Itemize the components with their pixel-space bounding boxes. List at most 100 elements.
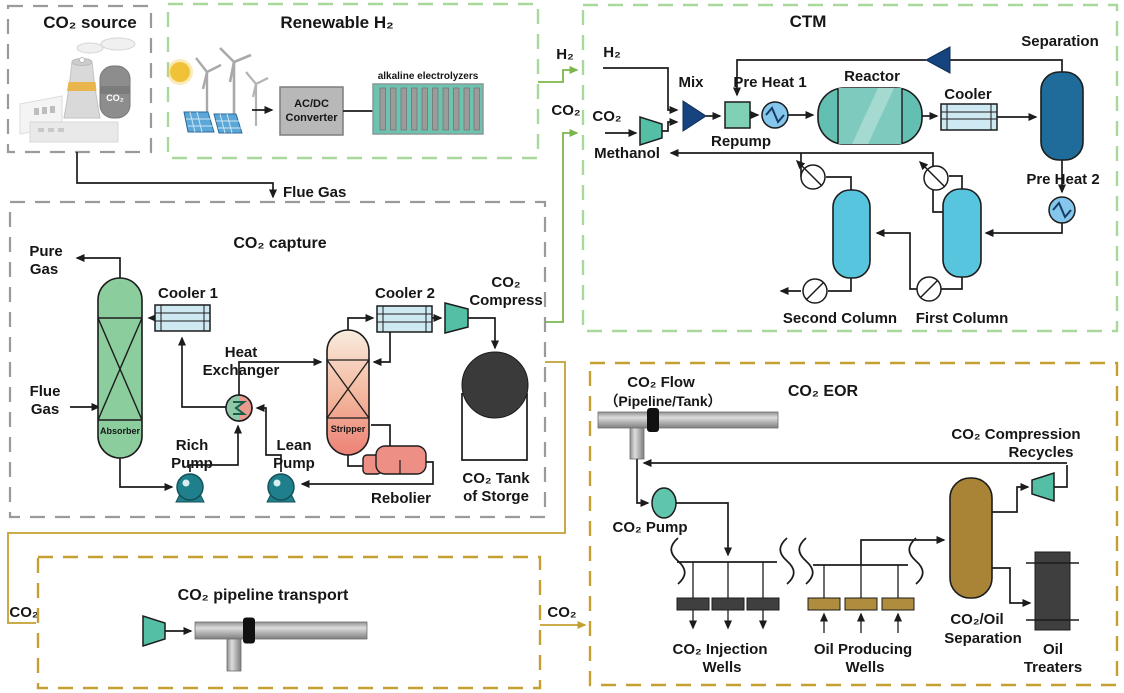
factory-window (50, 106, 55, 113)
factory-window (34, 108, 39, 115)
compression-recycles-label-2: Recycles (1008, 444, 1073, 461)
repump-icon (724, 101, 751, 129)
co2-oil-separation-label-2: Separation (944, 630, 1022, 647)
factory-window (42, 107, 47, 114)
lean-pump-label-1: Lean (276, 437, 311, 454)
co2-compress-label-1: CO₂ (491, 274, 520, 291)
co2-transport-connectors: CO₂ CO₂ (7, 361, 587, 629)
factory-window (38, 128, 44, 132)
ctm-h2-label: H₂ (603, 44, 621, 61)
pipeline-title: CO₂ pipeline transport (178, 587, 349, 604)
renewable-h2-title: Renewable H₂ (280, 13, 393, 32)
second-column-icon (832, 189, 871, 279)
injection-wells-label-1: CO₂ Injection (672, 641, 767, 658)
sun-icon (170, 62, 190, 82)
co2-compress-label-2: Compress (469, 292, 542, 309)
ctm-co2-label: CO₂ (592, 108, 621, 125)
first-column-icon (942, 188, 982, 278)
wind-turbine-icon (245, 71, 269, 126)
second-column-condenser-icon (795, 159, 826, 190)
ctm-cooler-label: Cooler (944, 86, 992, 103)
wind-solar-illustration (167, 47, 269, 134)
eor-pipe-icon (597, 408, 779, 460)
co2-tank-label-1: CO₂ Tank (462, 470, 530, 487)
co2-oil-separation-label-1: CO₂/Oil (950, 611, 1003, 628)
rich-pump-label-1: Rich (176, 437, 209, 454)
pre-heat-1-icon (761, 101, 789, 129)
lean-pump-icon (266, 473, 296, 503)
renewable-h2-section: Renewable H₂ (166, 2, 540, 160)
co2-oil-separation-vessel-icon (949, 477, 993, 599)
cylinder-band (100, 86, 130, 94)
eor-box (588, 361, 1119, 687)
absorber-label: Absorber (100, 426, 141, 436)
co2-flow-label-2: （Pipeline/Tank） (604, 393, 721, 409)
electrolyzers-label: alkaline electrolyzers (378, 71, 479, 82)
pipeline-transport-section: CO₂ pipeline transport (36, 555, 542, 690)
oil-treaters-label-2: Treaters (1024, 659, 1082, 676)
rebolier-icon (362, 445, 427, 475)
co2-eor-section: CO₂ EOR CO₂ Flow （Pipeline/Tank） (588, 361, 1119, 687)
factory-window (48, 128, 54, 132)
co2-source-box (6, 4, 153, 154)
pipeline-box (36, 555, 542, 690)
capture-title: CO₂ capture (233, 235, 326, 252)
wind-turbine-icon (219, 47, 252, 132)
producing-wells-label-1: Oil Producing (814, 641, 912, 658)
cooler-1-label: Cooler 1 (158, 285, 218, 302)
reactor-icon (817, 87, 923, 145)
heat-exchanger-icon (225, 394, 253, 422)
cooler-2-label: Cooler 2 (375, 285, 435, 302)
oil-treaters-icon (1026, 551, 1079, 631)
feed-connectors: H₂ CO₂ (538, 46, 581, 323)
flue-gas-connector: Flue Gas (76, 152, 346, 201)
co2-flow-label-1: CO₂ Flow (627, 374, 695, 391)
ctm-feed-compressor-icon (639, 115, 663, 147)
co2-tank-icon (461, 351, 529, 461)
stripper-icon (326, 329, 370, 456)
manifold-break-marks (670, 537, 924, 585)
cloud-icon (100, 37, 136, 51)
co2-pump-label: CO₂ Pump (613, 519, 688, 536)
co2-pump-icon (651, 487, 677, 519)
co2-injection-wells-icon (676, 597, 780, 611)
co2-feed-label: CO₂ (551, 102, 580, 119)
oil-producing-wells-icon (807, 597, 915, 611)
capture-to-pipeline-line (7, 361, 566, 624)
first-column-reboiler-icon (916, 276, 942, 302)
absorber-icon (97, 277, 143, 459)
producing-wells-label-2: Wells (846, 659, 885, 676)
methanol-label: Methanol (594, 145, 660, 162)
mix-label: Mix (678, 74, 704, 91)
flue-gas-label: Flue Gas (283, 184, 346, 201)
injection-wells-label-2: Wells (703, 659, 742, 676)
alkaline-electrolyzers (372, 83, 484, 135)
oil-treaters-label-1: Oil (1043, 641, 1063, 658)
rebolier-label: Rebolier (371, 490, 431, 507)
separation-label: Separation (1021, 33, 1099, 50)
co2-source-section: CO₂ source CO₂ (6, 4, 153, 154)
pure-gas-label-2: Gas (30, 261, 58, 278)
heat-exchanger-label-2: Exchanger (203, 362, 280, 379)
ctm-title: CTM (790, 12, 827, 31)
rich-pump-icon (175, 473, 205, 503)
co2-to-pipeline-label: CO₂ (9, 604, 38, 621)
ctm-section: CTM H₂ CO₂ Mix Re (581, 3, 1119, 333)
pure-gas-label-1: Pure (29, 243, 62, 260)
solar-panel-icon (183, 111, 215, 133)
flue-gas-line (76, 152, 277, 199)
h2-feed-label: H₂ (556, 46, 574, 63)
repump-label: Repump (711, 133, 771, 150)
cooler-1-icon (154, 304, 211, 332)
cooler-2-icon (376, 305, 433, 333)
eor-piping (636, 459, 1068, 633)
cloud-icon (76, 42, 104, 54)
pipe-valve-band (243, 617, 255, 644)
heat-exchanger-label-1: Heat (225, 344, 258, 361)
cylinder-label: CO₂ (106, 93, 124, 103)
factory-window (58, 128, 64, 132)
tower-yellow-band (67, 82, 97, 91)
capture-piping (70, 254, 499, 491)
stripper-label: Stripper (331, 424, 366, 434)
